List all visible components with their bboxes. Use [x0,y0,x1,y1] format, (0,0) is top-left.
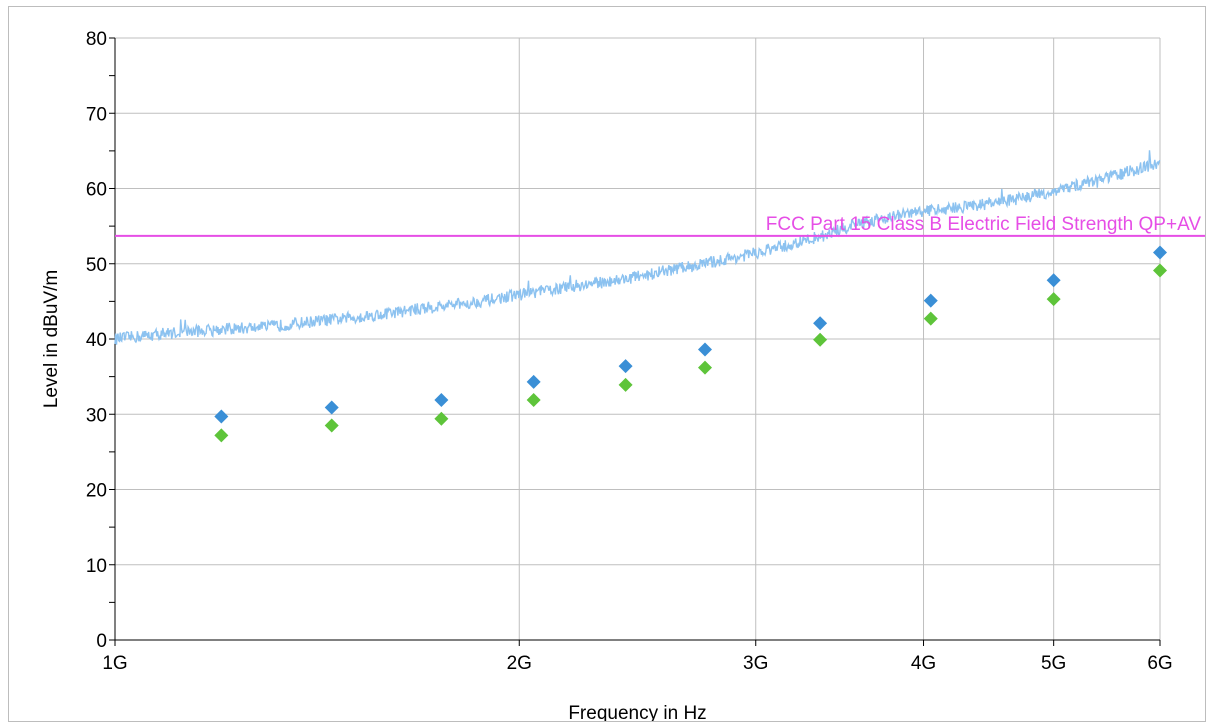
average-marker [618,377,633,392]
limit-line-label: FCC Part 15 Class B Electric Field Stren… [766,214,1202,235]
trace-line [114,150,1161,345]
x-tick-label: 3G [743,653,768,674]
trace [114,150,1161,345]
peak-marker [214,409,229,424]
peak-marker [324,400,339,415]
average-marker [214,428,229,443]
y-tick-label: 30 [86,405,107,426]
average-marker [324,418,339,433]
average-marker [697,360,712,375]
x-tick-label: 4G [911,653,936,674]
y-tick-label: 70 [86,104,107,125]
peak-marker [1153,245,1167,260]
chart-frame: 0 10 20 30 40 50 60 70 80 1G 2G 3G 4G 5G 6G FCC Part 1… [8,6,1206,722]
average-marker [526,392,541,407]
average-marker [813,332,828,347]
y-tick-label: 10 [86,556,107,577]
peak-marker [923,293,938,308]
peak-marker [526,374,541,389]
x-tick-label: 2G [507,653,532,674]
peak-marker [434,392,449,407]
average-marker [1153,263,1167,278]
peak-marker [618,359,633,374]
x-axis-title: Frequency in Hz [568,703,706,721]
y-tick-label: 60 [86,180,107,201]
axes: 0 10 20 30 40 50 60 70 80 1G 2G 3G 4G 5G 6G [86,29,1173,674]
grid [115,37,1161,640]
markers [214,245,1167,443]
peak-marker [1046,273,1061,288]
average-marker [434,411,449,426]
average-marker [1046,292,1061,307]
y-tick-label: 0 [96,631,107,652]
y-axis-title: Level in dBuV/m [41,270,62,408]
emission-chart: 0 10 20 30 40 50 60 70 80 1G 2G 3G 4G 5G 6G FCC Part 1… [41,29,1205,721]
x-tick-label: 5G [1041,653,1066,674]
x-tick-label: 1G [102,653,127,674]
y-tick-label: 20 [86,481,107,502]
y-tick-label: 80 [86,29,107,50]
y-tick-label: 50 [86,255,107,276]
average-marker [923,311,938,326]
limit-line-group: FCC Part 15 Class B Electric Field Stren… [115,214,1205,237]
peak-marker [697,342,712,357]
y-tick-label: 40 [86,330,107,351]
peak-marker [813,316,828,331]
x-tick-label: 6G [1147,653,1172,674]
